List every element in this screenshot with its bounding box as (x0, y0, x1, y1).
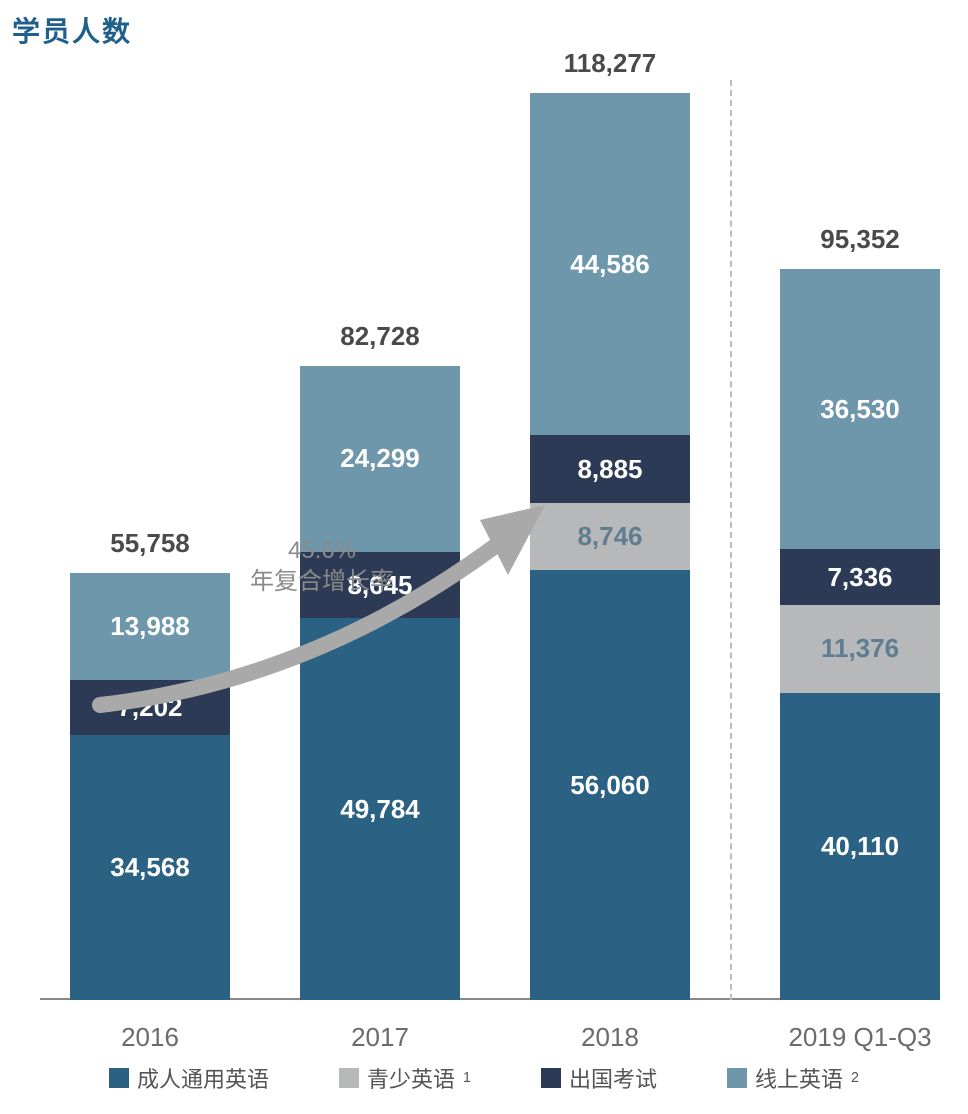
legend-swatch (541, 1068, 561, 1088)
x-axis-label: 2018 (490, 1000, 730, 1053)
segment-value-label: 11,376 (821, 633, 899, 664)
legend-label: 线上英语 (755, 1062, 843, 1094)
bar-segment-junior: 8,746 (530, 503, 690, 570)
legend-item-exam: 出国考试 (541, 1062, 657, 1094)
segment-value-label: 8,885 (577, 454, 642, 485)
chart-title: 学员人数 (12, 10, 132, 50)
bar-segment-online: 13,988 (70, 573, 230, 680)
bar-segment-online: 36,530 (780, 269, 940, 549)
segment-value-label: 44,586 (570, 249, 650, 280)
bar-total-label: 118,277 (530, 48, 690, 79)
x-axis-label: 2016 (30, 1000, 270, 1053)
stacked-bar: 34,568 7,202 13,988 (70, 573, 230, 1000)
bar-segment-adult: 49,784 (300, 618, 460, 1000)
stacked-bar: 56,060 8,746 8,885 44,586 (530, 93, 690, 1000)
segment-value-label: 56,060 (570, 770, 650, 801)
bar-segment-adult: 40,110 (780, 693, 940, 1001)
bar-segment-exam: 7,202 (70, 680, 230, 735)
segment-value-label: 34,568 (110, 852, 190, 883)
legend-swatch (339, 1068, 359, 1088)
legend-swatch (727, 1068, 747, 1088)
segment-value-label: 7,202 (117, 692, 182, 723)
stacked-bar: 40,110 11,376 7,336 36,530 (780, 269, 940, 1000)
divider-line (730, 80, 732, 1000)
legend-item-online: 线上英语 2 (727, 1062, 859, 1094)
cagr-label: 45.6%年复合增长率 (250, 535, 394, 597)
legend-label: 成人通用英语 (137, 1062, 269, 1094)
segment-value-label: 36,530 (820, 394, 900, 425)
bar-segment-online: 24,299 (300, 366, 460, 552)
cagr-percent: 45.6% (250, 535, 394, 566)
bar-total-label: 55,758 (70, 528, 230, 559)
segment-value-label: 7,336 (827, 562, 892, 593)
legend-label: 青少英语 (367, 1062, 455, 1094)
legend: 成人通用英语 青少英语 1 出国考试 线上英语 2 (0, 1062, 968, 1094)
x-axis-label: 2017 (260, 1000, 500, 1053)
bar-segment-adult: 34,568 (70, 735, 230, 1000)
segment-value-label: 8,746 (577, 521, 642, 552)
bar-segment-exam: 7,336 (780, 549, 940, 605)
stacked-bar: 49,7848,64524,299 (300, 366, 460, 1000)
bar-segment-junior: 11,376 (780, 605, 940, 692)
legend-superscript: 1 (463, 1070, 471, 1086)
bar-segment-adult: 56,060 (530, 570, 690, 1000)
legend-item-junior: 青少英语 1 (339, 1062, 471, 1094)
legend-label: 出国考试 (569, 1062, 657, 1094)
segment-value-label: 24,299 (340, 443, 420, 474)
cagr-text: 年复合增长率 (250, 566, 394, 597)
legend-swatch (109, 1068, 129, 1088)
legend-item-adult: 成人通用英语 (109, 1062, 269, 1094)
chart-plot-area: 34,5687,20213,98855,758201649,7848,64524… (40, 80, 940, 1000)
segment-value-label: 40,110 (821, 831, 899, 862)
segment-value-label: 13,988 (110, 611, 190, 642)
segment-value-label: 49,784 (340, 794, 420, 825)
legend-superscript: 2 (851, 1070, 859, 1086)
bar-segment-online: 44,586 (530, 93, 690, 435)
x-axis-label: 2019 Q1-Q3 (740, 1000, 968, 1053)
bar-total-label: 82,728 (300, 321, 460, 352)
bar-segment-exam: 8,885 (530, 435, 690, 503)
bar-total-label: 95,352 (780, 224, 940, 255)
